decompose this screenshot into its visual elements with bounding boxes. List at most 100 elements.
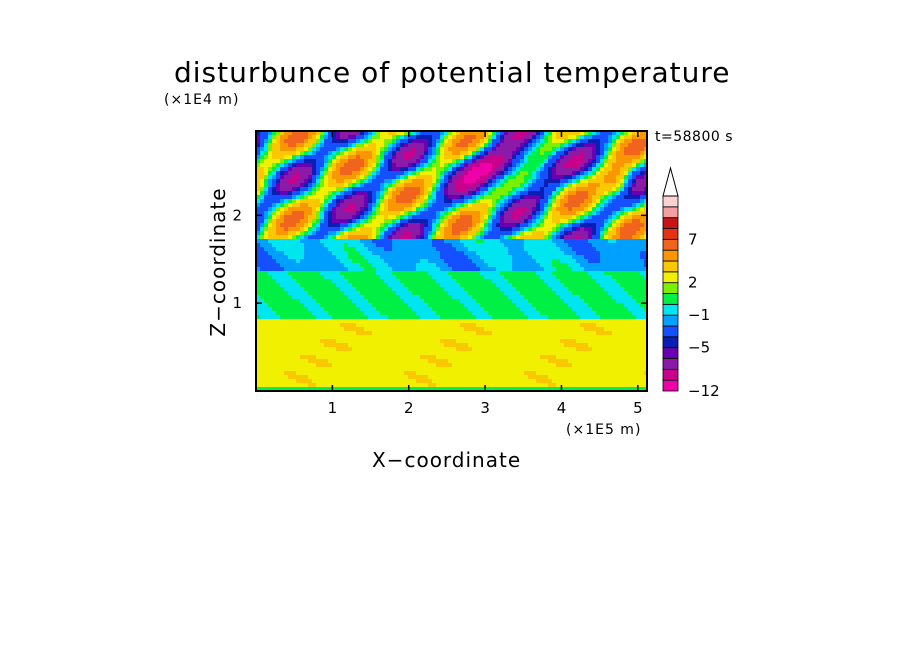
field-cell — [552, 191, 557, 196]
field-cell — [556, 175, 561, 180]
field-cell — [580, 131, 585, 136]
field-cell — [360, 235, 365, 240]
field-cell — [452, 171, 457, 176]
field-cell — [320, 323, 325, 328]
field-cell — [496, 235, 501, 240]
field-cell — [472, 231, 477, 236]
field-cell — [284, 251, 289, 256]
field-cell — [556, 151, 561, 156]
field-cell — [372, 147, 377, 152]
field-cell — [532, 327, 537, 332]
field-cell — [360, 199, 365, 204]
field-cell — [368, 307, 373, 312]
field-cell — [356, 231, 361, 236]
field-cell — [468, 211, 473, 216]
field-cell — [600, 295, 605, 300]
field-cell — [604, 171, 609, 176]
field-cell — [316, 211, 321, 216]
field-cell — [600, 243, 605, 248]
field-cell — [560, 219, 565, 224]
field-cell — [448, 263, 453, 268]
field-cell — [484, 199, 489, 204]
field-cell — [408, 255, 413, 260]
field-cell — [572, 331, 577, 336]
field-cell — [464, 147, 469, 152]
field-cell — [472, 211, 477, 216]
field-cell — [632, 315, 637, 320]
field-cell — [452, 307, 457, 312]
field-cell — [576, 175, 581, 180]
field-cell — [276, 247, 281, 252]
field-cell — [392, 295, 397, 300]
field-cell — [548, 299, 553, 304]
field-cell — [348, 159, 353, 164]
field-cell — [460, 259, 465, 264]
field-cell — [280, 151, 285, 156]
field-cell — [356, 147, 361, 152]
field-cell — [480, 291, 485, 296]
field-cell — [504, 187, 509, 192]
field-cell — [404, 183, 409, 188]
field-cell — [544, 283, 549, 288]
field-cell — [500, 283, 505, 288]
field-cell — [268, 251, 273, 256]
field-cell — [556, 327, 561, 332]
field-cell — [364, 191, 369, 196]
field-cell — [440, 307, 445, 312]
field-cell — [500, 215, 505, 220]
field-cell — [492, 247, 497, 252]
field-cell — [312, 303, 317, 308]
field-cell — [596, 171, 601, 176]
field-cell — [468, 311, 473, 316]
field-cell — [452, 235, 457, 240]
field-cell — [284, 155, 289, 160]
field-cell — [488, 159, 493, 164]
field-cell — [440, 263, 445, 268]
field-cell — [504, 243, 509, 248]
field-cell — [348, 255, 353, 260]
field-cell — [632, 171, 637, 176]
field-cell — [600, 247, 605, 252]
field-cell — [292, 203, 297, 208]
field-cell — [352, 143, 357, 148]
field-cell — [356, 167, 361, 172]
field-cell — [256, 239, 261, 244]
field-cell — [332, 139, 337, 144]
field-cell — [288, 223, 293, 228]
field-cell — [548, 223, 553, 228]
field-cell — [548, 147, 553, 152]
field-cell — [548, 231, 553, 236]
field-cell — [416, 263, 421, 268]
field-cell — [336, 307, 341, 312]
field-cell — [372, 303, 377, 308]
field-cell — [496, 143, 501, 148]
field-cell — [320, 295, 325, 300]
field-cell — [520, 207, 525, 212]
field-cell — [440, 159, 445, 164]
field-cell — [360, 207, 365, 212]
field-cell — [568, 179, 573, 184]
field-cell — [460, 179, 465, 184]
field-cell — [392, 283, 397, 288]
field-cell — [488, 315, 493, 320]
field-cell — [352, 251, 357, 256]
field-cell — [436, 147, 441, 152]
field-cell — [304, 143, 309, 148]
field-cell — [428, 187, 433, 192]
field-cell — [380, 235, 385, 240]
field-cell — [412, 303, 417, 308]
field-cell — [508, 311, 513, 316]
field-cell — [472, 227, 477, 232]
field-cell — [600, 303, 605, 308]
field-cell — [440, 215, 445, 220]
field-cell — [384, 135, 389, 140]
field-cell — [624, 175, 629, 180]
field-cell — [636, 163, 641, 168]
field-cell — [356, 223, 361, 228]
field-cell — [364, 251, 369, 256]
field-cell — [404, 159, 409, 164]
field-cell — [632, 251, 637, 256]
field-cell — [512, 183, 517, 188]
field-cell — [504, 211, 509, 216]
field-cell — [612, 251, 617, 256]
